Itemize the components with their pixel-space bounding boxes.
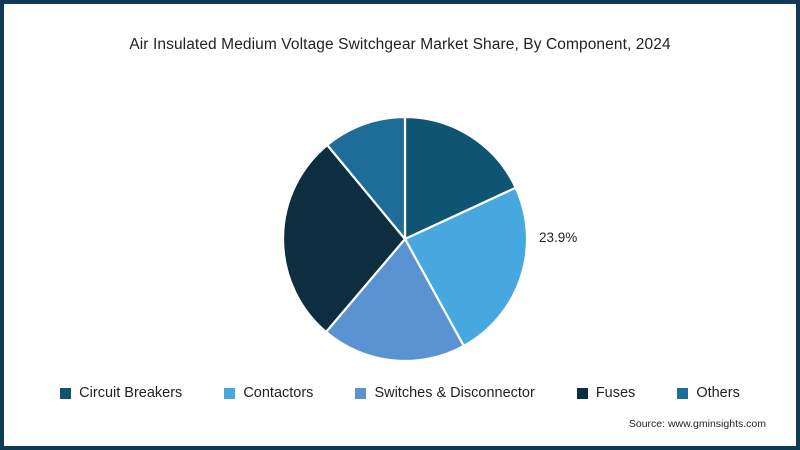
pie-slice[interactable] bbox=[324, 237, 465, 363]
legend-item[interactable]: Circuit Breakers bbox=[60, 386, 182, 401]
legend-swatch-icon bbox=[576, 387, 588, 399]
pie-slice[interactable] bbox=[326, 115, 407, 241]
pie-svg bbox=[281, 115, 529, 363]
legend-item-label: Fuses bbox=[595, 385, 636, 401]
chart-canvas: Air Insulated Medium Voltage Switchgear … bbox=[4, 4, 796, 446]
pie-slice[interactable] bbox=[281, 143, 407, 334]
legend-swatch-icon bbox=[224, 387, 236, 399]
source-attribution: Source: www.gminsights.com bbox=[628, 418, 766, 430]
page-title: Air Insulated Medium Voltage Switchgear … bbox=[129, 36, 671, 53]
chart-legend: Circuit Breakers Contactors Switches & Dis… bbox=[4, 386, 796, 401]
pie-slice-group bbox=[281, 115, 529, 363]
legend-swatch-icon bbox=[60, 387, 72, 399]
legend-item[interactable]: Fuses bbox=[576, 385, 636, 401]
legend-item[interactable]: Contactors bbox=[224, 386, 313, 401]
legend-swatch-icon bbox=[677, 387, 689, 399]
pie-slice[interactable] bbox=[403, 186, 529, 348]
legend-item[interactable]: Switches & Disconnector bbox=[355, 385, 535, 401]
pie-chart bbox=[281, 115, 529, 363]
legend-item-label: Switches & Disconnector bbox=[374, 385, 535, 401]
legend-item-label: Contactors bbox=[243, 385, 314, 401]
legend-item[interactable]: Others bbox=[677, 386, 740, 401]
legend-swatch-icon bbox=[355, 387, 367, 399]
legend-item-label: Others bbox=[696, 385, 740, 401]
pie-slice[interactable] bbox=[403, 115, 517, 241]
pie-data-label-contactors: 23.9% bbox=[539, 230, 578, 245]
legend-item-label: Circuit Breakers bbox=[79, 385, 183, 401]
